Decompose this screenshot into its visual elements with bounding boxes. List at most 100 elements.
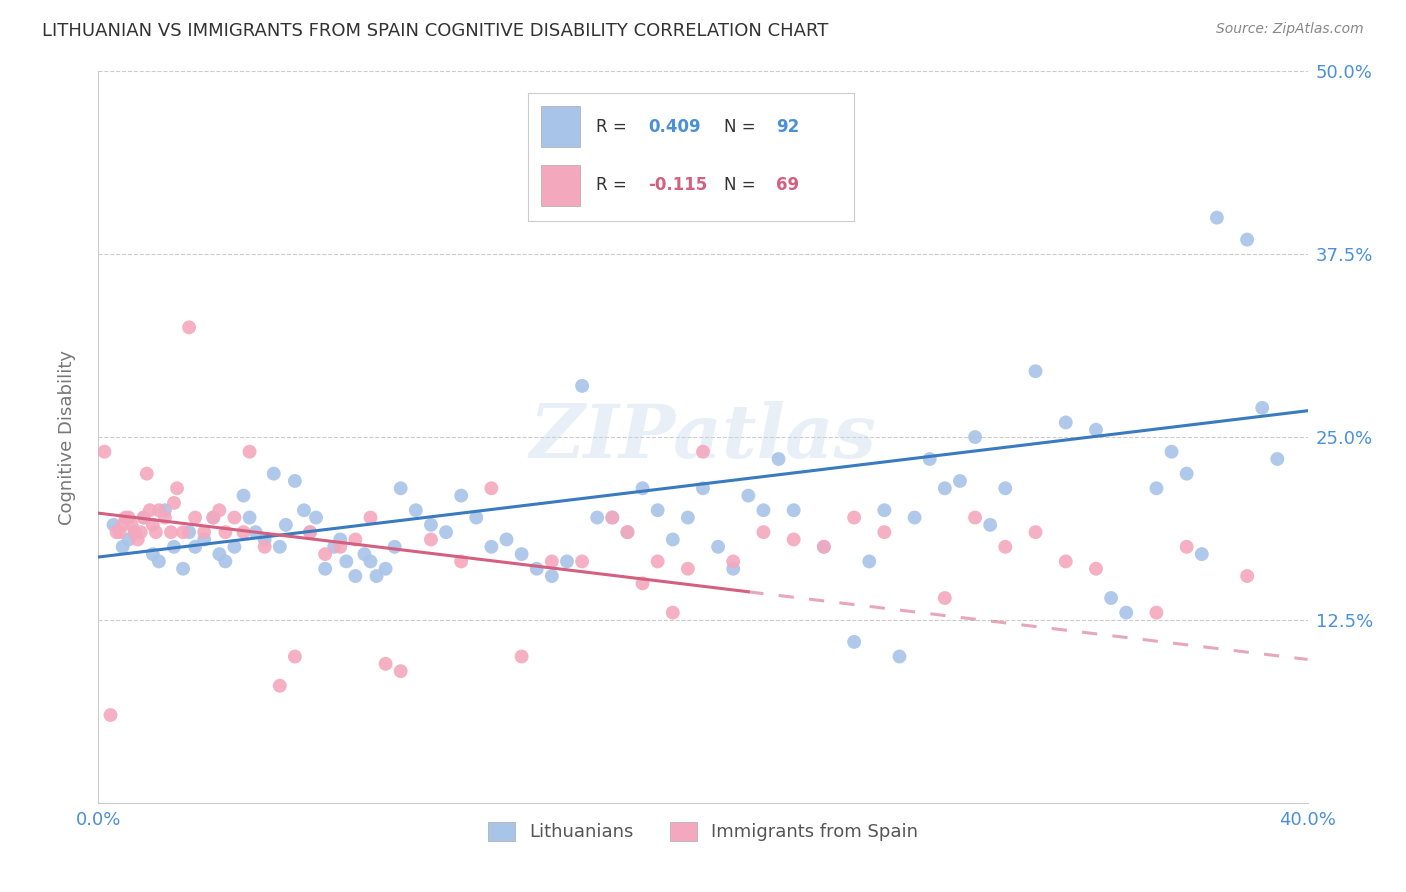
Point (676, 510, 699, 524)
Point (723, 562, 745, 576)
Point (586, 510, 609, 524)
Point (813, 540, 835, 554)
Point (163, 540, 186, 554)
Point (299, 525, 322, 540)
Point (602, 510, 624, 524)
Point (1236, 233, 1258, 247)
Point (305, 510, 328, 524)
Point (844, 510, 866, 524)
Point (783, 503, 806, 517)
Point (510, 649, 533, 664)
Point (153, 510, 176, 524)
Point (571, 554, 593, 568)
Y-axis label: Cognitive Disability: Cognitive Disability (58, 350, 76, 524)
Point (111, 540, 134, 554)
Point (1024, 364, 1046, 378)
Point (661, 533, 683, 547)
Point (232, 525, 254, 540)
Point (555, 554, 578, 568)
Point (918, 452, 941, 467)
Point (692, 481, 714, 495)
Point (450, 489, 472, 503)
Point (100, 708, 122, 723)
Point (142, 547, 165, 561)
Point (253, 540, 276, 554)
Point (434, 525, 457, 540)
Text: ZIPatlas: ZIPatlas (530, 401, 876, 474)
Point (360, 510, 382, 524)
Point (692, 444, 714, 458)
Point (873, 525, 896, 540)
Point (118, 510, 141, 524)
Point (224, 540, 246, 554)
Point (118, 533, 141, 547)
Point (124, 525, 146, 540)
Point (202, 510, 225, 524)
Point (374, 657, 396, 671)
Point (114, 510, 136, 524)
Point (481, 540, 503, 554)
Point (813, 540, 835, 554)
Point (1191, 547, 1213, 561)
Point (184, 510, 207, 524)
Point (314, 547, 336, 561)
Point (232, 489, 254, 503)
Point (602, 510, 624, 524)
Point (420, 533, 443, 547)
Point (783, 533, 806, 547)
Point (214, 525, 236, 540)
Point (1085, 423, 1108, 437)
Point (676, 562, 699, 576)
Point (873, 503, 896, 517)
Point (661, 606, 683, 620)
Point (129, 525, 152, 540)
Point (353, 547, 375, 561)
Point (540, 569, 562, 583)
Point (103, 517, 125, 532)
Point (314, 562, 336, 576)
Point (239, 510, 262, 524)
Point (844, 635, 866, 649)
Point (253, 533, 276, 547)
Point (768, 452, 790, 467)
Point (481, 481, 503, 495)
Point (148, 554, 170, 568)
Point (121, 517, 143, 532)
Point (329, 533, 352, 547)
Point (269, 679, 291, 693)
Point (1054, 416, 1077, 430)
Point (153, 503, 176, 517)
Point (193, 525, 215, 540)
Point (105, 525, 128, 540)
Point (1144, 481, 1167, 495)
Point (360, 554, 382, 568)
Point (1175, 467, 1198, 481)
Point (647, 503, 669, 517)
Point (208, 547, 231, 561)
Point (179, 320, 201, 334)
Point (179, 525, 201, 540)
Point (208, 503, 231, 517)
Point (299, 525, 322, 540)
Point (495, 533, 517, 547)
Point (934, 481, 956, 495)
Point (889, 649, 911, 664)
Point (1054, 554, 1077, 568)
Point (335, 554, 357, 568)
Point (616, 525, 638, 540)
Point (214, 554, 236, 568)
Point (965, 430, 987, 444)
Point (127, 533, 149, 547)
Point (384, 540, 406, 554)
Point (132, 510, 155, 524)
Point (1144, 606, 1167, 620)
Point (1099, 591, 1122, 605)
Point (284, 474, 307, 488)
Point (631, 576, 654, 591)
Point (93, 444, 115, 458)
Point (274, 517, 297, 532)
Legend: Lithuanians, Immigrants from Spain: Lithuanians, Immigrants from Spain (481, 814, 925, 848)
Point (292, 503, 315, 517)
Point (752, 525, 775, 540)
Point (323, 540, 346, 554)
